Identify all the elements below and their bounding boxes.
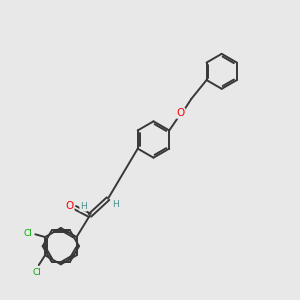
Text: Cl: Cl — [23, 229, 32, 238]
Text: Cl: Cl — [33, 268, 41, 277]
Text: H: H — [112, 200, 118, 209]
Text: H: H — [80, 202, 87, 211]
Text: O: O — [177, 108, 185, 118]
Text: O: O — [66, 201, 74, 211]
